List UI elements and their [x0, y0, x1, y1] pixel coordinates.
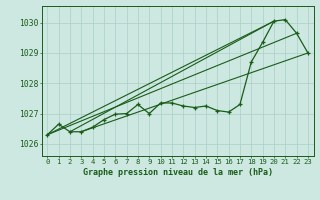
X-axis label: Graphe pression niveau de la mer (hPa): Graphe pression niveau de la mer (hPa)	[83, 168, 273, 177]
